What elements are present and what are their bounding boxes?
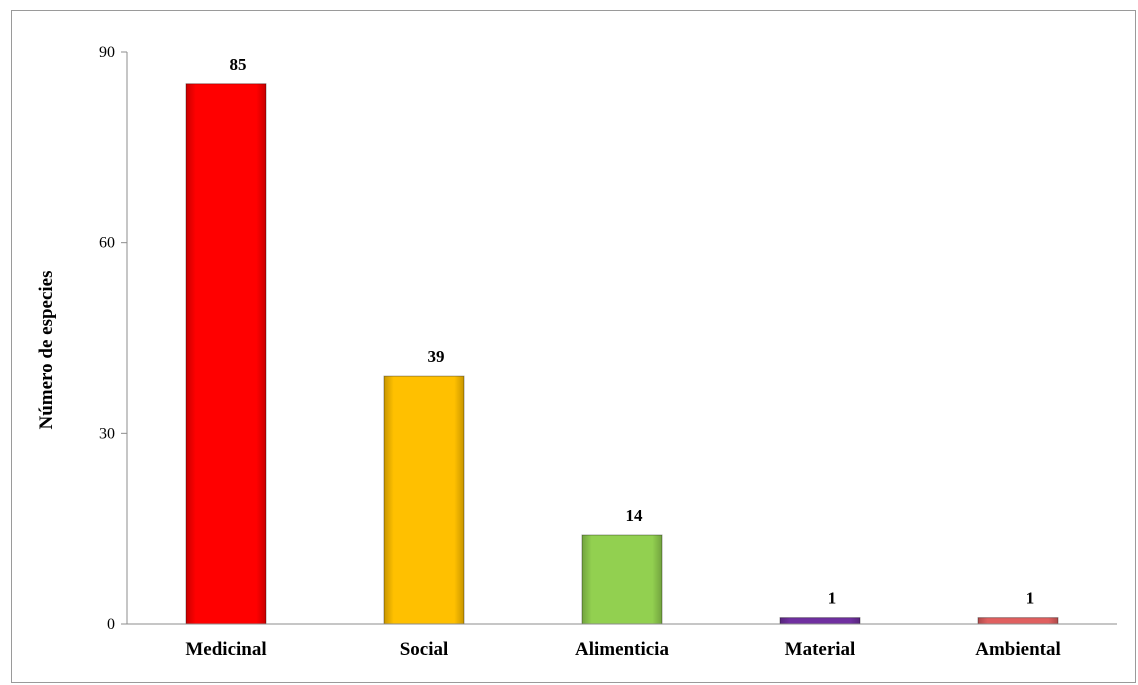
data-label-material: 1 [828, 589, 837, 608]
bar-social [383, 375, 465, 625]
bar-alimenticia [581, 534, 663, 625]
bar-material [779, 617, 861, 625]
data-label-alimenticia: 14 [626, 506, 644, 525]
bar-bevel [780, 617, 860, 624]
bar-bevel [978, 617, 1058, 624]
x-axis-labels: Medicinal Social Alimenticia Material Ambien… [185, 639, 1060, 660]
x-label-medicinal: Medicinal [185, 639, 266, 660]
y-axis-title: Número de especies [36, 270, 57, 429]
bar-medicinal [185, 83, 267, 625]
bar-bevel [384, 376, 464, 624]
y-tick-label: 30 [99, 425, 115, 442]
data-label-medicinal: 85 [230, 55, 247, 74]
bar-ambiental [977, 617, 1059, 625]
x-label-material: Material [785, 639, 856, 660]
data-label-ambiental: 1 [1026, 589, 1035, 608]
y-axis-ticks: 0 30 60 90 [99, 44, 127, 633]
y-tick-label: 90 [99, 44, 115, 61]
bar-bevel [186, 83, 266, 625]
data-label-social: 39 [428, 347, 445, 366]
x-label-alimenticia: Alimenticia [575, 639, 669, 660]
x-label-social: Social [400, 639, 449, 660]
bars: 85 39 14 1 1 [185, 55, 1059, 625]
y-tick-label: 0 [107, 616, 115, 633]
x-label-ambiental: Ambiental [975, 639, 1061, 660]
y-tick-label: 60 [99, 235, 115, 252]
bar-bevel [582, 535, 662, 624]
